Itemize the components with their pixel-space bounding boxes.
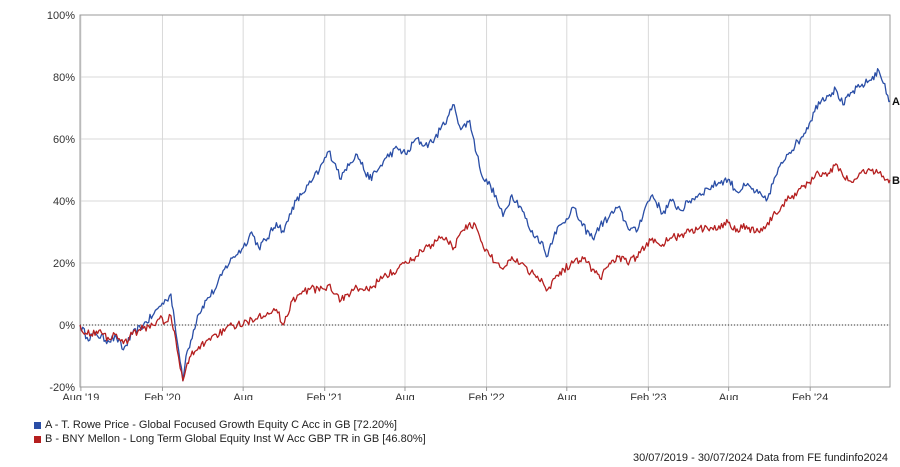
y-tick-label: 0% xyxy=(59,320,75,332)
legend-label-a: A - T. Rowe Price - Global Focused Growt… xyxy=(45,419,397,431)
x-axis-labels: Aug '19 Feb '20 Aug Feb '21 Aug Feb '22 Aug Feb… xyxy=(62,392,828,400)
y-tick-label: 20% xyxy=(53,258,75,270)
legend-item-a[interactable]: A - T. Rowe Price - Global Focused Growt… xyxy=(34,418,426,432)
grid-lines xyxy=(80,14,890,391)
x-tick-label: Aug xyxy=(395,392,415,400)
end-label-a: A xyxy=(892,96,900,108)
legend-item-b[interactable]: B - BNY Mellon - Long Term Global Equity… xyxy=(34,432,426,446)
footer-date-range-source: 30/07/2019 - 30/07/2024 Data from FE fun… xyxy=(632,452,888,464)
legend-label-b: B - BNY Mellon - Long Term Global Equity… xyxy=(45,433,426,445)
x-tick-label: Aug xyxy=(719,392,739,400)
y-tick-label: 80% xyxy=(53,72,75,84)
x-tick-label: Feb '21 xyxy=(307,392,343,400)
x-tick-label: Aug xyxy=(233,392,253,400)
chart-plot: -20%0%20%40%60%80%100% Aug '19 Feb '20 Aug… xyxy=(47,10,900,400)
legend-swatch-b xyxy=(34,435,41,443)
legend-swatch-a xyxy=(34,421,41,429)
y-tick-label: -20% xyxy=(49,382,75,394)
plot-frame xyxy=(79,14,891,388)
series-line-a xyxy=(79,68,891,382)
x-tick-label: Feb '23 xyxy=(630,392,666,400)
legend: A - T. Rowe Price - Global Focused Growt… xyxy=(34,418,426,446)
end-label-b: B xyxy=(892,175,900,187)
y-axis-labels: -20% 0% 20% 40% 60% 80% 100% xyxy=(47,10,75,394)
series-end-labels: AB xyxy=(892,96,900,187)
y-tick-label: 100% xyxy=(47,10,75,22)
x-tick-label: Aug xyxy=(557,392,577,400)
y-tick-label: 40% xyxy=(53,196,75,208)
series-lines xyxy=(79,68,891,382)
x-tick-label: Aug '19 xyxy=(62,392,99,400)
x-tick-label: Feb '22 xyxy=(468,392,504,400)
x-tick-label: Feb '20 xyxy=(144,392,180,400)
series-line-b xyxy=(79,163,891,382)
y-tick-label: 60% xyxy=(53,134,75,146)
x-tick-label: Feb '24 xyxy=(792,392,828,400)
